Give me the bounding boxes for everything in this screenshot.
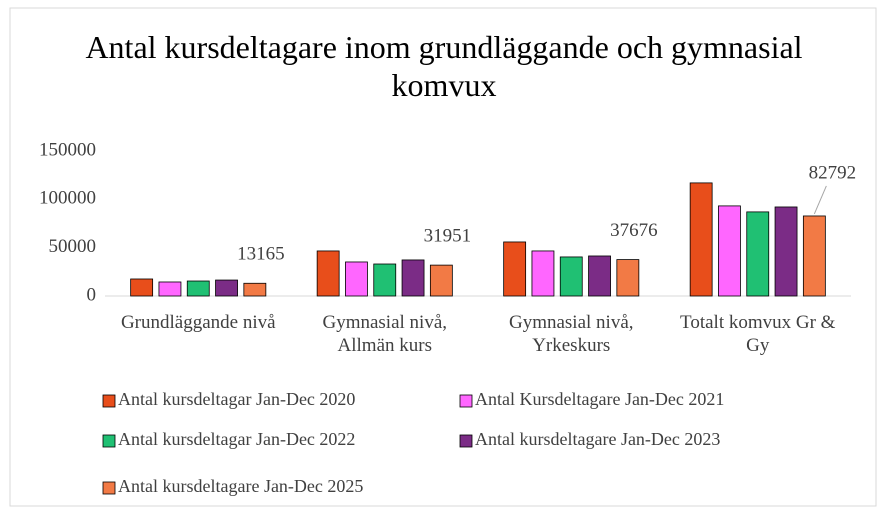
bar: [215, 279, 238, 297]
leader-line: [813, 185, 827, 215]
data-label: 31951: [424, 225, 472, 246]
chart-title: Antal kursdeltagare inom grundläggande o…: [85, 29, 803, 104]
bar: [802, 215, 826, 297]
bar: [746, 211, 770, 297]
x-tick-label: Grundläggande nivå: [120, 312, 276, 333]
bar: [373, 263, 397, 297]
bar: [588, 255, 611, 297]
legend-swatch: [102, 394, 116, 408]
legend-swatch: [459, 434, 473, 448]
bar: [243, 282, 267, 297]
bar: [429, 264, 453, 297]
legend-label: Antal kursdeltagare Jan-Dec 2023: [475, 429, 720, 449]
bar: [401, 259, 425, 297]
bar: [559, 256, 583, 297]
bar: [130, 278, 154, 297]
legend-swatch: [102, 434, 116, 448]
legend-label: Antal kursdeltagar Jan-Dec 2020: [118, 389, 355, 409]
bar: [718, 205, 741, 297]
x-tick-label: Totalt komvux Gr & Gy: [680, 312, 836, 356]
bar: [316, 250, 340, 297]
y-tick-label: 150000: [39, 139, 96, 160]
legend-swatch: [102, 481, 116, 495]
y-tick-label: 100000: [39, 188, 96, 209]
bar: [345, 261, 368, 297]
bar: [774, 206, 798, 297]
bar: [689, 182, 713, 297]
legend-swatch: [459, 394, 473, 408]
data-label: 82792: [809, 162, 857, 183]
data-label: 13165: [237, 244, 285, 265]
x-tick-label: Gymnasial nivå, Allmän kurs: [322, 312, 448, 356]
legend-label: Antal kursdeltagar Jan-Dec 2022: [118, 429, 355, 449]
data-label: 37676: [610, 220, 658, 241]
bar: [186, 280, 210, 297]
bar: [503, 241, 527, 297]
bar: [158, 281, 182, 297]
y-tick-label: 50000: [49, 236, 97, 257]
bar: [616, 259, 640, 297]
y-tick-label: 0: [87, 284, 97, 305]
bar: [531, 250, 555, 297]
legend-label: Antal Kursdeltagare Jan-Dec 2021: [475, 389, 724, 409]
x-tick-label: Gymnasial nivå, Yrkeskurs: [508, 312, 634, 356]
legend-label: Antal kursdeltagare Jan-Dec 2025: [118, 476, 363, 496]
